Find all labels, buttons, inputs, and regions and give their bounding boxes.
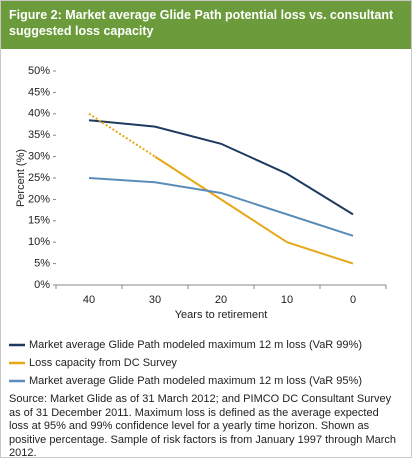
legend-label: Loss capacity from DC Survey (29, 357, 177, 369)
y-tick-label: 40% (28, 108, 50, 120)
y-tick-label: 0% (34, 279, 50, 291)
x-tick-label: 20 (215, 294, 227, 306)
chart-title: Figure 2: Market average Glide Path pote… (1, 1, 411, 49)
y-tick-label: 15% (28, 215, 50, 227)
x-tick-label: 40 (83, 294, 95, 306)
source-note: Source: Market Glide as of 31 March 2012… (9, 393, 397, 458)
line-segment (154, 155, 222, 201)
line-series (88, 119, 354, 216)
y-tick-label: 20% (28, 193, 50, 205)
y-tick-label: 45% (28, 86, 50, 98)
line-series (88, 177, 354, 237)
x-tick-label: 10 (281, 294, 293, 306)
y-tick-label: 30% (28, 151, 50, 163)
legend-label: Market average Glide Path modeled maximu… (29, 339, 362, 351)
line-segment (220, 198, 288, 244)
y-tick-label: 35% (28, 129, 50, 141)
chart: Percent (%) Years to retirement 0% 5% 10% 1… (9, 65, 387, 387)
y-tick-label: 10% (28, 236, 50, 248)
x-tick-label: 0 (350, 294, 356, 306)
y-axis-label: Percent (%) (15, 149, 27, 207)
x-tick-label: 30 (149, 294, 161, 306)
x-axis-label: Years to retirement (175, 309, 268, 321)
legend-label: Market average Glide Path modeled maximu… (29, 375, 362, 387)
y-tick-label: 25% (28, 172, 50, 184)
line-segment (88, 112, 156, 158)
y-tick-label: 5% (34, 258, 50, 270)
y-tick-label: 50% (28, 65, 50, 77)
line-segment (286, 241, 354, 265)
